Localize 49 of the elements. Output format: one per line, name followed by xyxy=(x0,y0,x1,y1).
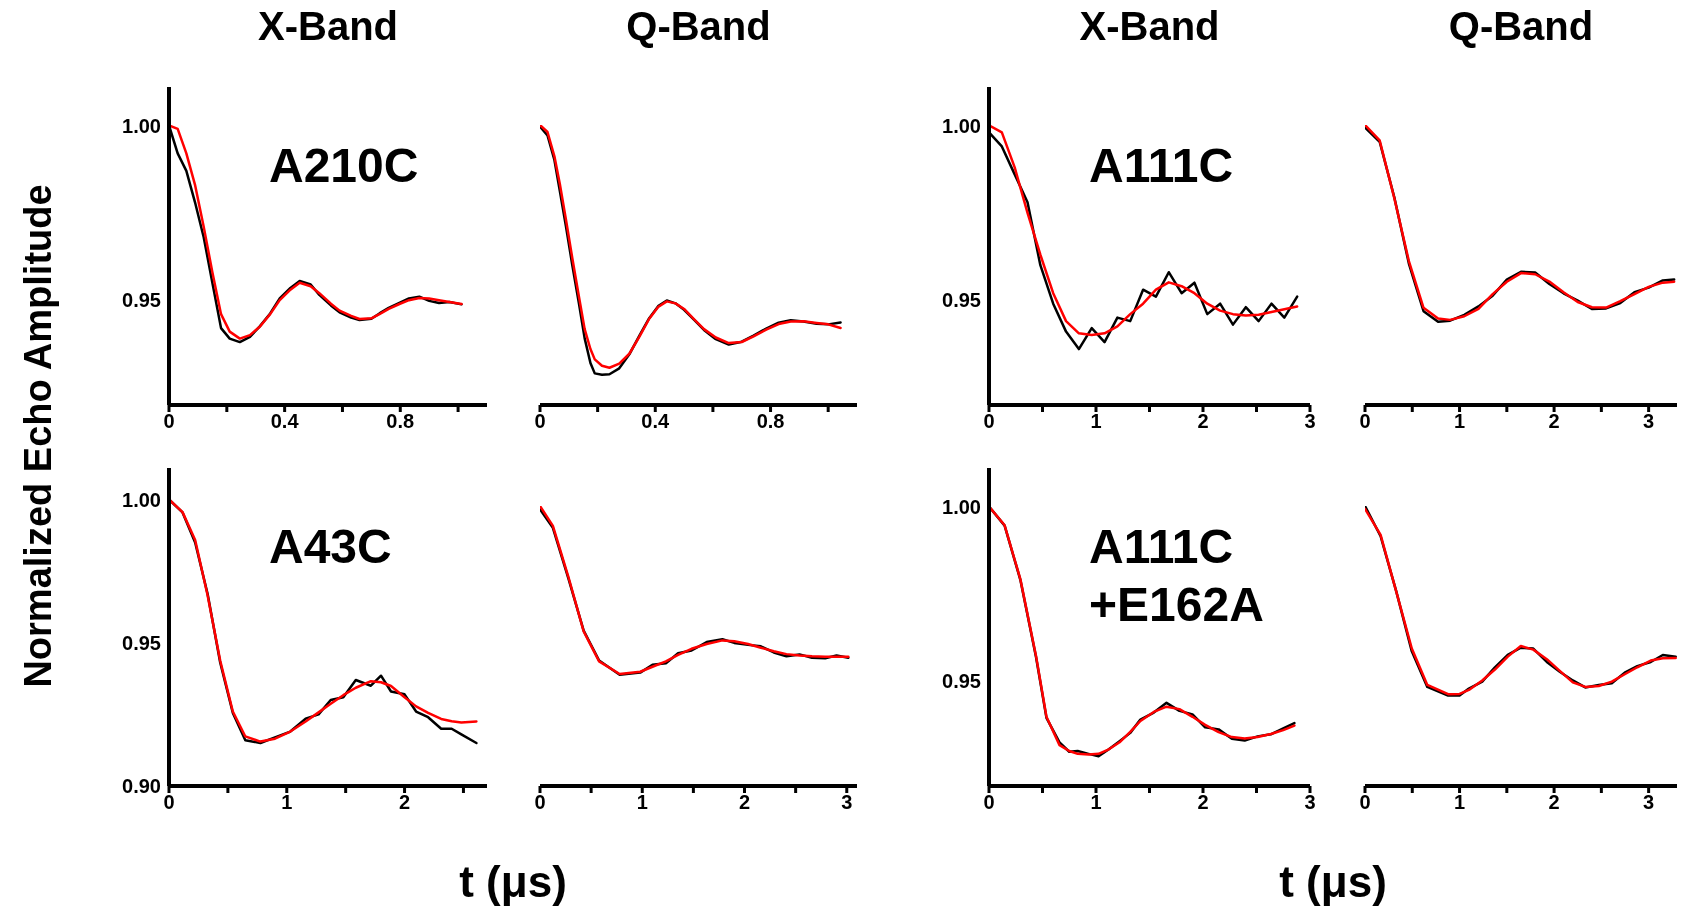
x-tick-label: 3 xyxy=(841,791,853,814)
x-tick-label: 0 xyxy=(163,410,175,433)
x-tick-label: 3 xyxy=(1304,791,1316,814)
x-tick-label: 1 xyxy=(1090,410,1102,433)
annotation: A111C +E162A xyxy=(1089,519,1265,633)
x-tick-label: 0 xyxy=(163,791,175,814)
x-tick-label: 2 xyxy=(1548,410,1560,433)
x-tick-label: 0 xyxy=(1359,410,1371,433)
x-axis-title: t (μs) xyxy=(459,857,567,907)
y-tick-label: 1.00 xyxy=(122,488,161,511)
x-tick-label: 3 xyxy=(1643,410,1655,433)
chart-title: Q-Band xyxy=(625,3,772,50)
x-tick-label: 0 xyxy=(983,410,995,433)
chart-title: Q-Band xyxy=(1447,3,1595,50)
chart-title: X-Band xyxy=(257,3,399,50)
x-tick-label: 0.4 xyxy=(270,410,300,433)
x-tick-label: 0.8 xyxy=(386,410,415,433)
x-tick-label: 0 xyxy=(534,791,546,814)
x-tick-label: 1 xyxy=(636,791,648,814)
x-axis-title: t (μs) xyxy=(1279,857,1387,907)
annotation: A111C xyxy=(1089,138,1234,194)
x-tick-label: 2 xyxy=(1197,410,1209,433)
x-tick-label: 2 xyxy=(1197,791,1209,814)
y-tick-label: 0.95 xyxy=(942,289,981,312)
x-tick-label: 2 xyxy=(738,791,751,814)
y-tick-label: 1.00 xyxy=(942,114,981,137)
x-tick-label: 1 xyxy=(1090,791,1102,814)
y-tick-label: 1.00 xyxy=(122,114,161,137)
x-tick-label: 3 xyxy=(1304,410,1316,433)
x-tick-label: 3 xyxy=(1643,791,1655,814)
annotation: A210C xyxy=(269,138,419,194)
x-tick-label: 1 xyxy=(1453,791,1466,814)
x-tick-label: 1 xyxy=(1453,410,1466,433)
x-tick-label: 0.8 xyxy=(756,410,785,433)
chart-title: X-Band xyxy=(1078,3,1221,50)
x-tick-label: 1 xyxy=(281,791,293,814)
x-tick-label: 0 xyxy=(1359,791,1371,814)
y-tick-label: 0.95 xyxy=(122,631,161,654)
y-tick-label: 0.95 xyxy=(942,670,981,693)
y-tick-label: 1.00 xyxy=(942,495,981,518)
x-tick-label: 0 xyxy=(534,410,546,433)
y-tick-label: 0.90 xyxy=(122,775,161,798)
x-tick-label: 0 xyxy=(983,791,995,814)
x-tick-label: 0.4 xyxy=(641,410,671,433)
y-axis-title: Normalized Echo Amplitude xyxy=(16,184,60,688)
x-tick-label: 2 xyxy=(1548,791,1560,814)
x-tick-label: 2 xyxy=(398,791,411,814)
annotation: A43C xyxy=(269,519,392,575)
y-tick-label: 0.95 xyxy=(122,289,161,312)
